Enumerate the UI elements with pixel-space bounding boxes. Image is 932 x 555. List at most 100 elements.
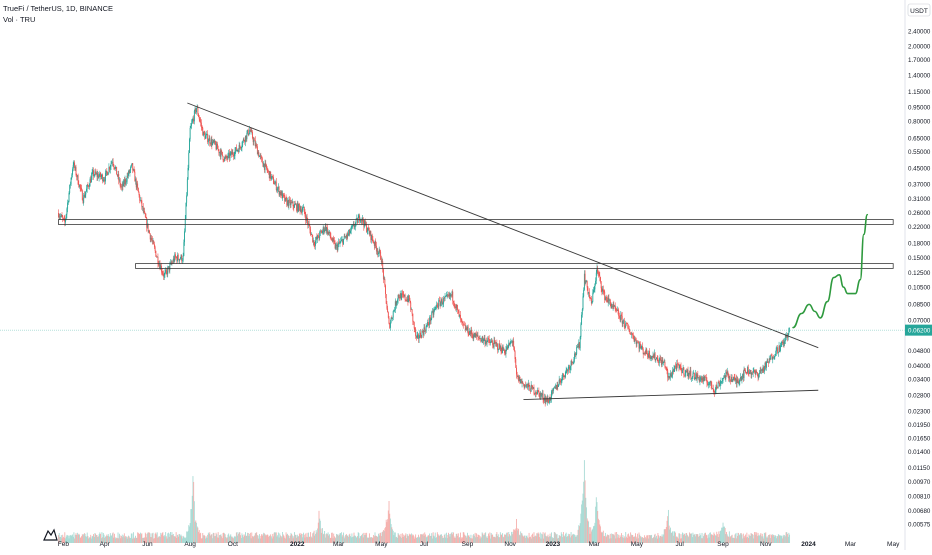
candle (247, 129, 249, 135)
volume-bar (287, 534, 289, 543)
candle (767, 358, 769, 364)
candle (102, 173, 104, 184)
candle-body (540, 393, 542, 396)
candle-body (354, 226, 356, 228)
candle-body (494, 340, 496, 342)
tradingview-logo[interactable] (43, 528, 58, 541)
candle (663, 358, 665, 363)
volume-bar (165, 532, 167, 543)
volume-bar (381, 532, 383, 543)
candle-body (144, 213, 146, 218)
volume-bar (118, 538, 120, 543)
volume-indicator-label[interactable]: Vol · TRU (3, 15, 36, 24)
candle (62, 215, 64, 223)
volume-bar (457, 535, 459, 543)
candle-body (72, 169, 73, 175)
candle (436, 302, 438, 308)
volume-bar (347, 535, 349, 543)
candle (149, 233, 151, 243)
candle-body (379, 250, 381, 252)
time-axis[interactable]: Feb Apr Jun Aug Oct 2022 Mar May Jul Sep Nov 2023 Ma… (58, 541, 900, 548)
candle-body (741, 377, 743, 381)
candle (270, 171, 272, 181)
price-tick-label: 0.00680 (908, 508, 931, 515)
candle-body (766, 361, 767, 368)
candle-body (740, 377, 742, 381)
candle (255, 141, 257, 148)
candle-body (212, 141, 214, 146)
candle-body (123, 180, 125, 187)
volume-bar (252, 537, 254, 543)
candle (376, 247, 378, 256)
candle (707, 380, 709, 386)
volume-bar (355, 536, 357, 543)
candle (325, 223, 327, 234)
candle-body (649, 351, 650, 358)
candle (60, 213, 62, 220)
volume-bar (711, 534, 713, 543)
candle (294, 201, 295, 209)
candle-body (298, 203, 300, 207)
candle (483, 334, 485, 342)
candle (525, 384, 527, 388)
candle (443, 296, 445, 302)
volume-bar (261, 535, 263, 543)
time-tick-label: Nov (760, 541, 772, 548)
candle-body (362, 217, 364, 223)
volume-bar (241, 533, 243, 543)
candle-body (295, 204, 297, 206)
volume-bar (764, 533, 766, 543)
volume-bar (426, 536, 428, 543)
volume-bar (259, 538, 261, 543)
candle (706, 377, 708, 388)
volume-bar (587, 520, 589, 543)
candle (117, 171, 119, 180)
volume-bar (147, 532, 149, 543)
candle (304, 209, 306, 218)
volume-bar (492, 536, 494, 543)
candle (722, 377, 724, 384)
candle-body (114, 167, 116, 170)
volume-bar (528, 532, 530, 543)
candle-body (527, 383, 529, 388)
volume-bar (254, 533, 256, 543)
candle-body (589, 297, 591, 299)
candle-body (701, 378, 703, 381)
candle-body (387, 312, 389, 318)
volume-bar (400, 533, 402, 543)
candle-body (720, 381, 722, 383)
volume-bar (488, 533, 489, 543)
volume-bar (441, 535, 443, 543)
candle (249, 127, 251, 133)
volume-bar (385, 519, 387, 543)
candle (372, 236, 374, 244)
volume-bar (558, 537, 559, 543)
candle-body (672, 370, 674, 372)
price-axis[interactable]: USDT2.400002.000001.700001.400001.150000… (904, 0, 932, 550)
volume-bar (567, 536, 569, 543)
candle-body (497, 344, 499, 350)
drawings[interactable] (58, 102, 894, 401)
candle (750, 370, 752, 379)
candle (74, 160, 76, 171)
symbol-title[interactable]: TrueFi / TetherUS, 1D, BINANCE (3, 4, 114, 13)
candle-body (615, 308, 617, 310)
candle (243, 137, 245, 142)
volume-bar (255, 532, 257, 543)
candle (704, 375, 706, 382)
volume-bar (646, 535, 648, 543)
candle-body (150, 238, 152, 240)
volume-bar (304, 537, 306, 543)
volume-bar (247, 532, 249, 543)
volume-bar (504, 534, 506, 543)
candle-body (551, 390, 553, 392)
candle-body (375, 240, 377, 246)
candle-body (141, 200, 143, 208)
volume-bar (137, 532, 139, 543)
candle (341, 236, 343, 243)
candle-body (322, 227, 324, 231)
volume-bar (543, 538, 545, 543)
candle (708, 381, 710, 386)
